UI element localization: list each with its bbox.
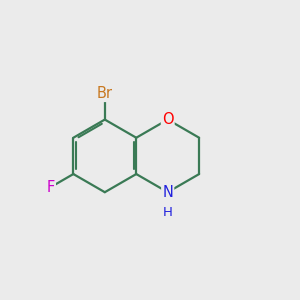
Text: F: F bbox=[46, 180, 55, 195]
Text: O: O bbox=[162, 112, 173, 127]
Text: Br: Br bbox=[97, 86, 113, 101]
Text: H: H bbox=[163, 206, 172, 219]
Text: N: N bbox=[162, 185, 173, 200]
